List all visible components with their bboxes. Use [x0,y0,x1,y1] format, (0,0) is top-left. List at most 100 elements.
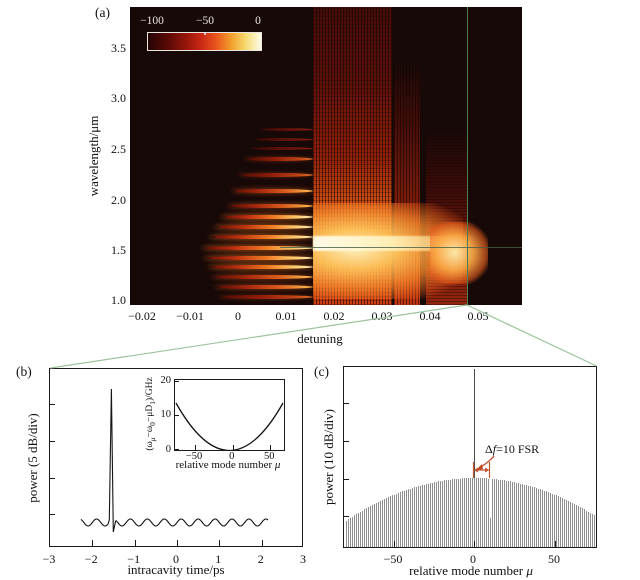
b-xtick: 2 [257,552,264,566]
comb-tooth [372,505,374,547]
a-xtick: 0 [235,309,241,323]
comb-tooth [578,506,580,547]
b-ytick-mark [50,404,55,405]
comb-tooth [352,516,354,547]
inset-xtick-mark [270,445,272,450]
comb-tooth [552,493,554,547]
zoom-link-line-left [50,304,468,369]
comb-tooth [408,489,410,547]
comb-tooth [360,511,362,547]
comb-line [232,188,314,194]
a-xtick: −0.02 [128,309,156,323]
comb-line [203,245,314,251]
comb-tooth [400,492,402,547]
comb-tooth [514,482,516,547]
comb-tooth [496,479,498,547]
comb-tooth [522,484,524,547]
a-xtick: 0.05 [467,309,489,323]
panel-c-ylabel: power (10 dB/div) [321,408,336,506]
inset-ytick: 20 [160,374,172,386]
comb-tooth [442,480,444,547]
inset-xtick-mark [195,445,196,450]
comb-tooth [560,497,562,547]
comb-tooth [584,509,586,547]
comb-tooth [542,490,544,547]
panel-b-xlabel: intracavity time/ps [127,562,225,577]
b-xtick: −1 [127,552,141,566]
comb-tooth [390,496,392,547]
comb-line [217,294,314,299]
c-ytick-mark [344,479,349,480]
comb-tooth [556,495,558,547]
a-xtick: 0.02 [323,309,345,323]
comb-tooth [380,500,382,547]
comb-tooth [592,514,594,547]
comb-tooth [488,478,490,547]
comb-tooth [536,488,538,547]
notch-line [489,479,492,518]
c-ytick-mark [344,403,349,404]
comb-tooth [402,491,404,547]
comb-tooth [376,502,378,547]
b-ytick-mark [50,514,55,515]
comb-tooth [572,502,574,547]
comb-tooth [554,494,556,547]
comb-tooth [412,488,414,547]
comb-line [204,255,314,261]
comb-tooth [382,499,384,547]
comb-tooth [462,478,464,547]
comb-tooth [368,507,370,547]
comb-tooth [504,480,506,547]
comb-tooth [450,479,452,547]
panel-b-ylabel: power (5 dB/div) [25,413,40,503]
comb-tooth [518,483,520,547]
panel-b-label: (b) [16,364,32,379]
comb-tooth [474,478,476,547]
comb-tooth [534,487,536,547]
delta-f-annotation: Δf=10 FSR [485,442,540,456]
panel-c-xlabel: relative mode number μ [409,563,533,578]
a-ytick: 1.5 [111,243,126,257]
b-xtick-mark [219,540,221,546]
comb-tooth [430,483,432,547]
comb-tooth [558,496,560,547]
c-xtick: 50 [548,552,560,566]
comb-line [248,146,314,150]
inset-ytick-mark [175,381,179,382]
b-xtick: −3 [42,552,56,566]
comb-tooth [374,503,376,547]
comb-tooth [570,501,572,547]
colorbar-tick: −50 [196,15,214,27]
comb-line [210,234,314,240]
b-ytick-mark [50,478,55,479]
comb-tooth [492,478,494,547]
comb-tooth [436,481,438,547]
b-xtick: 1 [215,552,222,566]
comb-tooth [438,481,440,547]
comb-line [212,274,314,280]
comb-tooth [428,483,430,547]
b-xtick: 0 [173,552,179,566]
dispersion-parabola [175,402,284,450]
comb-tooth [568,500,570,547]
comb-tooth [366,508,368,547]
comb-tooth [396,493,398,547]
wavelength-marker-line [280,246,522,248]
comb-tooth [420,485,422,547]
comb-tooth [480,478,482,547]
inset-xlabel: relative mode number μ [175,459,281,471]
comb-tooth [538,488,540,547]
comb-tooth [466,478,468,547]
comb-tooth [406,490,408,547]
a-xtick: 0.04 [419,309,441,323]
colorbar-tick: 0 [255,15,261,27]
c-xtick-mark [394,541,395,547]
comb-tooth [574,503,576,547]
comb-tooth [564,499,566,547]
comb-line [258,127,314,131]
comb-tooth [586,510,588,547]
inset-xtick: 0 [229,451,235,462]
comb-tooth [416,486,418,547]
comb-tooth [502,480,504,547]
comb-tooth [562,498,564,547]
